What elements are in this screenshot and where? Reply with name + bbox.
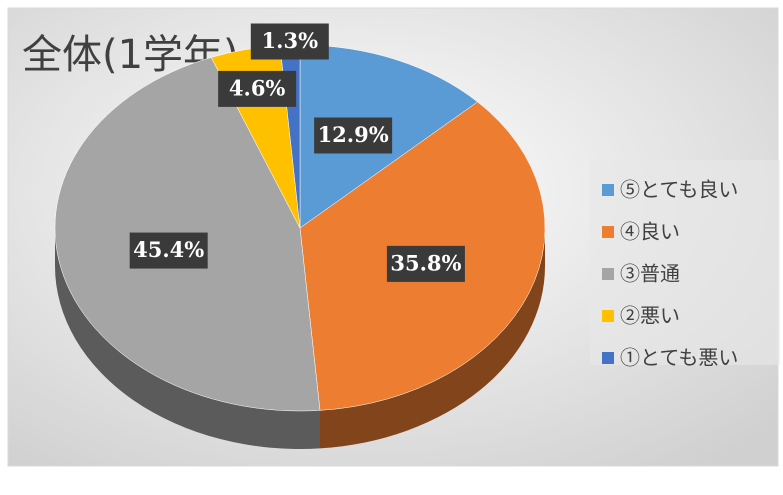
data-label: 12.9% <box>318 122 389 147</box>
legend-label: ④良い <box>620 220 680 244</box>
legend-label: ②悪い <box>620 304 680 328</box>
slice-side <box>55 228 320 449</box>
data-label-box <box>314 117 393 154</box>
data-label-box <box>218 70 297 107</box>
legend-swatch <box>602 226 614 238</box>
data-label-box <box>250 23 329 60</box>
legend-label: ③普通 <box>620 262 680 286</box>
legend: ⑤とても良い ④良い ③普通 ②悪い ①とても悪い <box>602 178 738 370</box>
data-labels: 12.9% 35.8% 45.4% 4.6% 1.3% <box>129 23 465 282</box>
data-label: 45.4% <box>133 237 204 262</box>
legend-label: ⑤とても良い <box>620 178 738 202</box>
slice-side <box>319 228 545 449</box>
legend-swatch <box>602 310 614 322</box>
legend-box <box>590 160 780 365</box>
data-label: 1.3% <box>262 28 319 53</box>
data-label-box <box>386 245 465 282</box>
data-label: 4.6% <box>229 75 286 100</box>
data-label-box <box>129 232 208 269</box>
legend-swatch <box>602 184 614 196</box>
legend-swatch <box>602 268 614 280</box>
legend-swatch <box>602 352 614 364</box>
pie <box>54 44 546 449</box>
data-label: 35.8% <box>390 250 461 275</box>
legend-label: ①とても悪い <box>620 346 738 370</box>
